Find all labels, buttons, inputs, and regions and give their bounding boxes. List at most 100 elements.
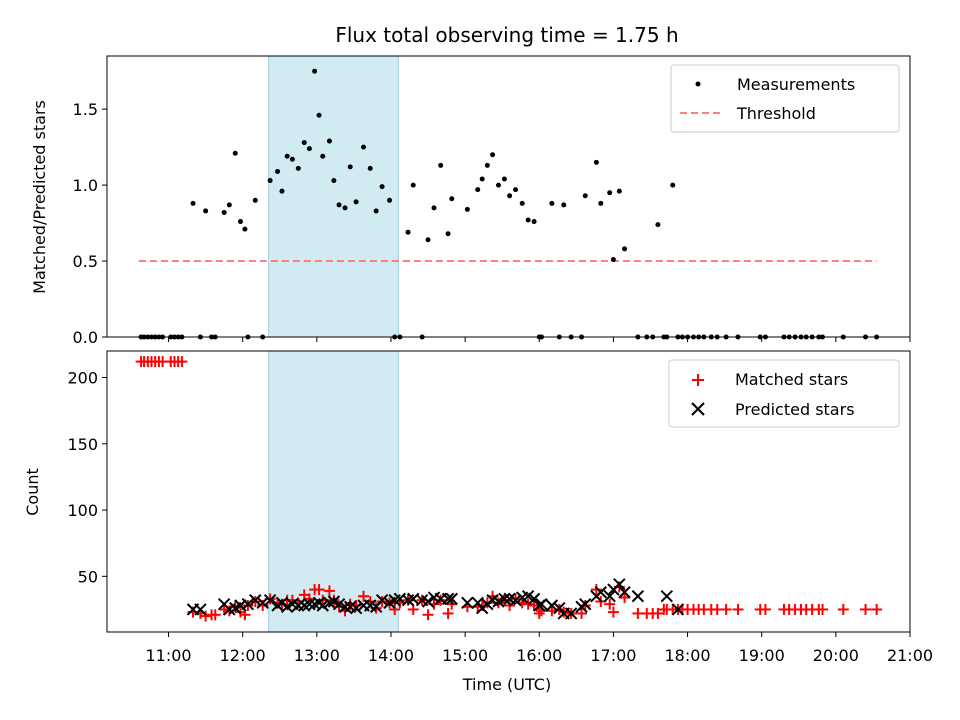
matched-star-point (720, 603, 732, 615)
measurement-point (306, 146, 312, 152)
y-tick-label: 50 (78, 567, 98, 586)
measurement-point (561, 202, 567, 208)
predicted-star-point (445, 592, 458, 606)
top-y-ticks: 0.0 0.5 1.0 1.5 (73, 100, 107, 347)
matched-star-point (323, 585, 335, 597)
top-shaded-region (268, 55, 399, 338)
measurement-point (479, 176, 485, 182)
chart-title: Flux total observing time = 1.75 h (335, 23, 678, 47)
predicted-star-point (441, 592, 455, 606)
bottom-axes-frame (106, 350, 911, 633)
matched-star-point (576, 607, 588, 619)
measurement-point (190, 200, 196, 206)
x-tick-label: 12:00 (220, 646, 266, 665)
legend-marker-matched (692, 374, 704, 386)
bottom-legend-box (668, 359, 900, 428)
bottom-y-axis-label: Count (23, 468, 42, 516)
legend-label-matched: Matched stars (735, 370, 848, 389)
measurement-point (445, 231, 451, 237)
predicted-star-point (535, 597, 548, 611)
measurement-point (312, 68, 318, 74)
legend-marker-predicted (691, 402, 705, 416)
x-tick-label: 15:00 (442, 646, 488, 665)
x-tick-label: 14:00 (368, 646, 414, 665)
predicted-star-point (618, 586, 631, 599)
predicted-star-point (603, 590, 616, 603)
measurement-point (655, 222, 661, 228)
y-tick-label: 0.5 (73, 252, 98, 271)
measurement-point (203, 208, 209, 214)
matched-star-point (528, 599, 540, 611)
measurement-point (331, 178, 337, 184)
measurement-point (295, 165, 301, 171)
y-tick-label: 150 (67, 435, 98, 454)
measurement-point (242, 226, 248, 232)
predicted-star-point (671, 603, 685, 616)
measurement-point (484, 162, 490, 168)
predicted-star-point (579, 597, 592, 611)
x-tick-label: 18:00 (665, 646, 711, 665)
x-tick-label: 17:00 (590, 646, 636, 665)
predicted-star-point (256, 596, 269, 610)
legend-label-measurements: Measurements (737, 75, 855, 94)
x-tick-label: 11:00 (145, 646, 191, 665)
predicted-star-point (564, 607, 578, 620)
x-tick-label: 21:00 (887, 646, 933, 665)
measurement-point (275, 168, 281, 174)
measurement-point (301, 140, 307, 146)
bottom-panel: 50 100 150 200 11:00 12:00 13:00 14:00 15:00 16:… (23, 350, 933, 694)
measurement-point (507, 193, 513, 199)
matched-star-point (837, 603, 849, 615)
measurement-point (513, 187, 519, 193)
top-y-axis-label: Matched/Predicted stars (30, 100, 49, 294)
measurement-point (425, 237, 431, 243)
predicted-star-point (498, 592, 511, 606)
measurement-point (353, 199, 359, 205)
predicted-star-point (349, 601, 363, 615)
predicted-star-point (527, 592, 541, 606)
matched-star-point (533, 607, 545, 619)
matched-star-point (860, 603, 872, 615)
measurement-point (284, 153, 290, 159)
matched-star-point (604, 598, 616, 610)
predicted-star-point (631, 590, 645, 603)
matched-star-point (446, 598, 458, 610)
top-legend: Measurements Threshold (670, 64, 900, 133)
bottom-y-ticks: 50 100 150 200 (67, 369, 107, 586)
matched-star-point (442, 607, 454, 619)
top-panel: 0.0 0.5 1.0 1.5 Matched/Predicted stars Mea… (30, 55, 911, 347)
measurement-point (320, 153, 326, 159)
measurement-point (361, 144, 367, 150)
x-tick-label: 16:00 (516, 646, 562, 665)
bottom-shaded-region (268, 350, 399, 633)
bottom-x-ticks: 11:00 12:00 13:00 14:00 15:00 16:00 17:00 18:00… (145, 632, 933, 665)
predicted-star-point (194, 603, 207, 616)
matched-star-point (652, 607, 664, 619)
measurement-point (598, 200, 604, 206)
legend-marker-measurements (695, 81, 701, 87)
matched-star-point (607, 606, 619, 618)
measurement-point (373, 208, 379, 214)
matched-star-point (732, 603, 744, 615)
x-axis-label: Time (UTC) (462, 675, 551, 694)
predicted-star-point (461, 596, 474, 610)
matched-star-point (619, 592, 631, 604)
x-tick-label: 20:00 (813, 646, 859, 665)
predicted-star-point (660, 590, 674, 603)
measurement-point (237, 219, 243, 225)
measurement-point (405, 229, 411, 235)
matched-star-point (759, 603, 771, 615)
measurement-point (326, 138, 332, 144)
measurement-point (316, 112, 322, 118)
matched-star-point (389, 603, 401, 615)
measurement-point (519, 200, 525, 206)
measurement-point (410, 182, 416, 188)
y-tick-label: 1.0 (73, 176, 98, 195)
x-tick-label: 19:00 (739, 646, 785, 665)
top-x-ticks (168, 337, 911, 342)
measurement-point (525, 217, 531, 223)
measurement-point (252, 197, 258, 203)
predicted-star-point (338, 600, 352, 614)
measurement-point (289, 156, 295, 162)
